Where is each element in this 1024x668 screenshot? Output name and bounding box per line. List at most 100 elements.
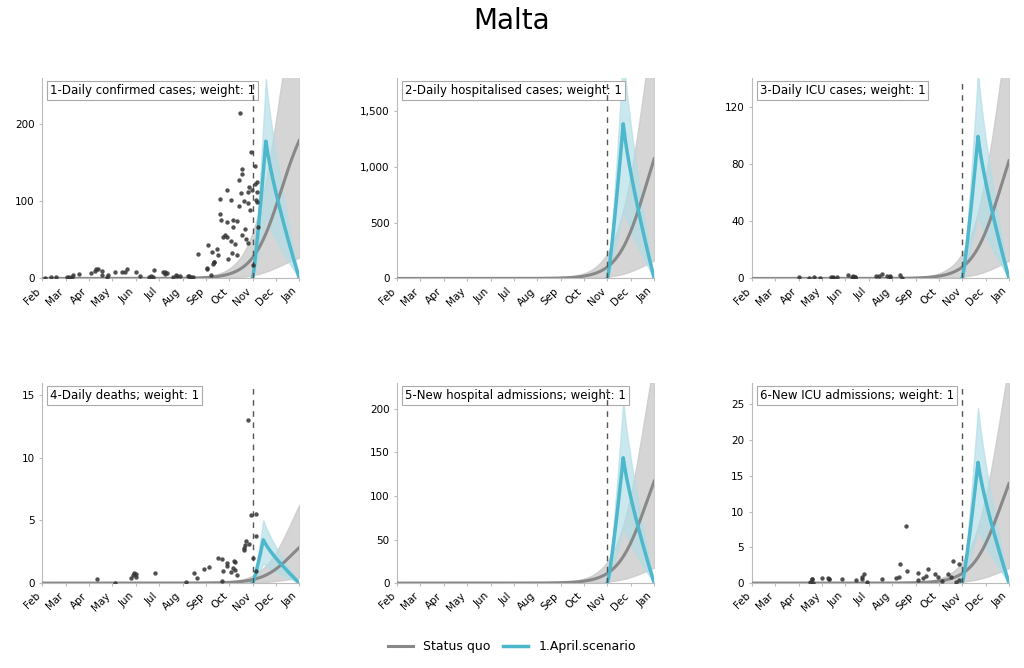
Point [873, 574, 890, 584]
Point [71, 269, 87, 279]
Point [248, 531, 264, 542]
Point [189, 572, 206, 583]
Point [241, 181, 257, 192]
Point [119, 264, 135, 275]
Point [89, 263, 105, 274]
Point [892, 559, 908, 570]
Point [882, 271, 898, 282]
Point [824, 273, 841, 283]
Point [178, 576, 195, 587]
Point [184, 272, 201, 283]
Point [888, 573, 904, 584]
Point [106, 267, 123, 277]
Point [98, 272, 115, 283]
Point [232, 188, 249, 198]
Point [94, 270, 111, 281]
Point [804, 574, 820, 584]
Point [241, 538, 257, 549]
Point [216, 230, 232, 240]
Point [898, 520, 914, 531]
Point [209, 244, 225, 255]
Point [868, 271, 885, 281]
Point [200, 240, 216, 250]
Point [225, 221, 242, 232]
Point [948, 577, 965, 588]
Point [190, 248, 207, 259]
Point [812, 273, 828, 283]
Point [58, 272, 75, 283]
Point [168, 270, 184, 281]
Point [206, 257, 222, 268]
Point [219, 184, 236, 195]
Point [891, 571, 907, 582]
Point [219, 216, 236, 227]
Point [43, 271, 59, 282]
Point [249, 187, 265, 198]
Point [239, 536, 255, 546]
Point [223, 567, 240, 578]
Point [856, 569, 872, 580]
Point [824, 272, 841, 283]
Point [142, 271, 159, 282]
Point [822, 272, 839, 283]
Point [847, 273, 863, 284]
Point [854, 573, 870, 584]
Point [94, 266, 111, 277]
Point [65, 270, 81, 281]
Point [212, 194, 228, 204]
Point [248, 195, 264, 206]
Point [236, 196, 252, 206]
Point [242, 205, 258, 216]
Point [249, 197, 265, 208]
Text: 2-Daily hospitalised cases; weight: 1: 2-Daily hospitalised cases; weight: 1 [404, 84, 622, 97]
Point [213, 554, 229, 564]
Point [145, 265, 162, 276]
Point [945, 556, 962, 566]
Point [234, 169, 251, 180]
Point [240, 237, 256, 248]
Point [225, 556, 242, 566]
Point [222, 194, 239, 205]
Point [240, 187, 256, 198]
Point [220, 254, 237, 265]
Point [37, 273, 53, 283]
Point [199, 264, 215, 275]
Point [240, 415, 256, 426]
Point [159, 268, 175, 279]
Point [99, 270, 116, 281]
Point [919, 570, 935, 581]
Point [202, 562, 218, 572]
Point [225, 215, 242, 226]
Point [247, 161, 263, 172]
Point [828, 271, 845, 282]
Point [848, 575, 864, 586]
Point [212, 209, 228, 220]
Point [873, 269, 890, 280]
Point [128, 569, 144, 580]
Point [87, 263, 103, 274]
Point [219, 557, 236, 568]
Point [223, 235, 240, 246]
Point [243, 146, 259, 157]
Point [87, 266, 103, 277]
Point [180, 271, 197, 281]
Point [854, 571, 870, 582]
Point [834, 573, 850, 584]
Point [180, 271, 197, 281]
Point [238, 540, 254, 550]
Point [233, 230, 250, 240]
Point [227, 556, 244, 567]
Point [840, 270, 856, 281]
Point [126, 568, 142, 578]
Point [859, 576, 876, 587]
Point [870, 271, 887, 281]
Point [910, 574, 927, 585]
Point [196, 564, 212, 574]
Point [844, 271, 860, 282]
Point [229, 569, 246, 580]
Point [249, 177, 265, 188]
Point [892, 269, 908, 280]
Point [248, 566, 264, 576]
Point [824, 273, 841, 284]
Point [880, 271, 896, 281]
